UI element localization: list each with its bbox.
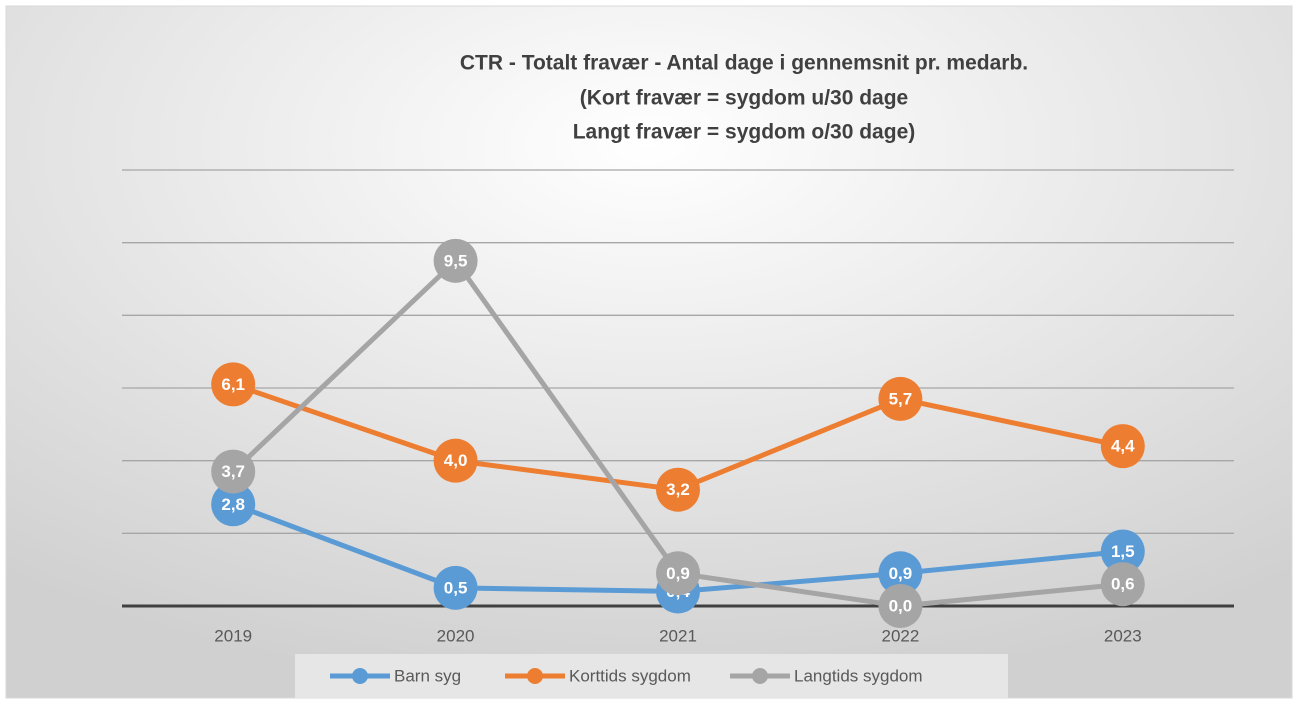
data-point: [656, 551, 700, 596]
data-label: 3,2: [666, 480, 690, 499]
data-point: [878, 551, 923, 596]
data-label: 1,5: [1111, 542, 1135, 561]
data-label: 0,6: [1111, 575, 1135, 594]
x-tick-label: 2019: [214, 626, 252, 645]
data-label: 4,4: [1111, 437, 1135, 456]
data-label: 0,0: [889, 596, 913, 615]
data-label: 4,0: [444, 451, 468, 470]
data-label: 5,7: [889, 389, 913, 408]
data-point: [433, 238, 478, 283]
legend-marker: [352, 668, 368, 684]
data-label: 0,5: [444, 578, 468, 597]
chart-title: (Kort fravær = sygdom u/30 dage: [580, 87, 909, 110]
data-point: [211, 449, 256, 494]
data-point: [878, 376, 923, 421]
data-point: [211, 482, 256, 527]
legend-label: Langtids sygdom: [794, 666, 923, 685]
data-label: 0,9: [889, 564, 913, 583]
x-tick-label: 2023: [1104, 626, 1142, 645]
data-point: [1100, 424, 1145, 469]
x-tick-label: 2022: [881, 626, 919, 645]
data-point: [433, 565, 478, 610]
legend-label: Barn syg: [394, 666, 461, 685]
legend-box: [295, 654, 1008, 698]
data-label: 2,8: [221, 495, 245, 514]
data-label: 6,1: [221, 375, 245, 394]
chart-title: CTR - Totalt fravær - Antal dage i genne…: [460, 52, 1028, 75]
data-point: [433, 438, 478, 483]
legend-label: Korttids sygdom: [569, 666, 691, 685]
data-point: [1100, 529, 1145, 574]
chart-background: [5, 5, 1293, 699]
data-point: [656, 467, 700, 512]
legend-marker: [527, 668, 543, 684]
chart-title: Langt fravær = sygdom o/30 dage): [573, 121, 916, 144]
data-point: [1100, 562, 1145, 607]
data-label: 0,9: [666, 564, 690, 583]
data-label: 3,7: [221, 462, 245, 481]
x-tick-label: 2020: [437, 626, 475, 645]
x-tick-label: 2021: [659, 626, 697, 645]
legend-marker: [752, 668, 768, 684]
data-point: [211, 362, 256, 407]
data-label: 9,5: [444, 251, 468, 270]
data-point: [878, 584, 923, 628]
